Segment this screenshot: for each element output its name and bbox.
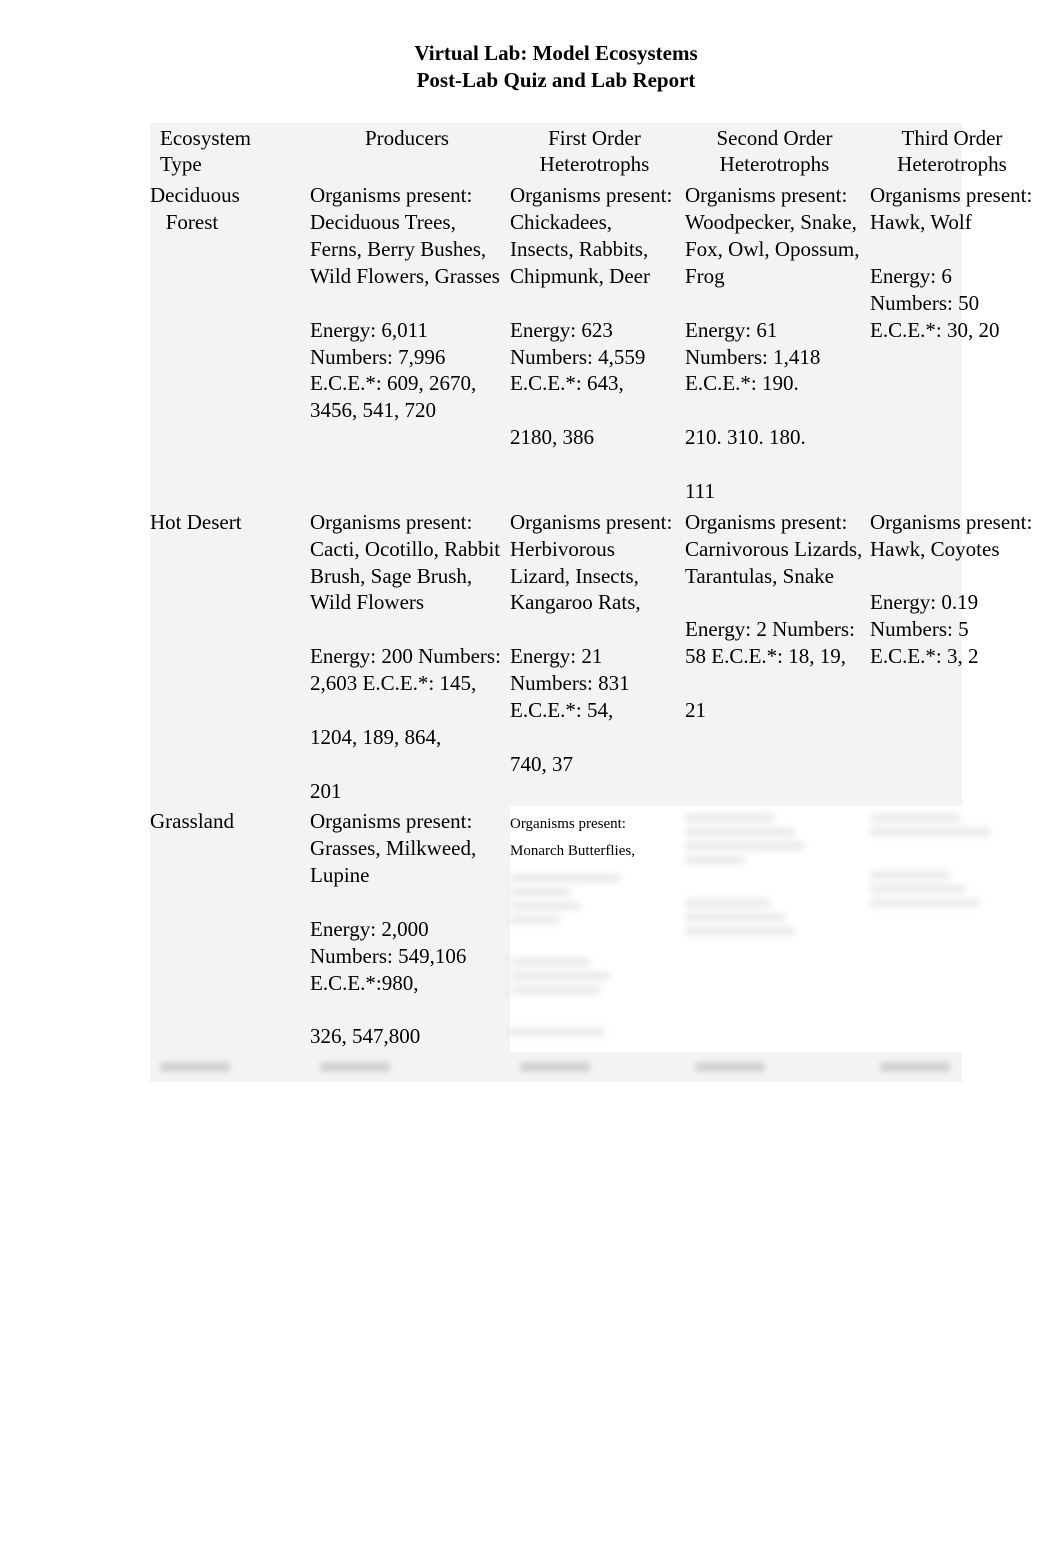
deciduous-third-order: Organisms present: Hawk, Wolf Energy: 6 … <box>870 180 1040 507</box>
header-producers: Producers <box>310 123 510 181</box>
hotdesert-third-order: Organisms present: Hawk, Coyotes Energy:… <box>870 507 1040 807</box>
table-footer-obscured <box>150 1052 962 1082</box>
row-label-grassland: Grassland <box>150 806 310 1052</box>
page: Virtual Lab: Model Ecosystems Post-Lab Q… <box>0 0 1062 1122</box>
ecosystem-table: Ecosystem Type Producers First Order Het… <box>150 123 962 1083</box>
hotdesert-producers: Organisms present: Cacti, Ocotillo, Rabb… <box>310 507 510 807</box>
row-label-hot-desert: Hot Desert <box>150 507 310 807</box>
grassland-second-order-obscured <box>685 806 870 1052</box>
table-row-hot-desert: Hot Desert Organisms present: Cacti, Oco… <box>150 507 962 807</box>
row-label-deciduous: Deciduous Forest <box>150 180 310 507</box>
table-row-grassland: Grassland Organisms present: Grasses, Mi… <box>150 806 962 1052</box>
deciduous-first-order: Organisms present: Chickadees, Insects, … <box>510 180 685 507</box>
header-second-order: Second Order Heterotrophs <box>685 123 870 181</box>
table-row-deciduous: Deciduous Forest Organisms present: Deci… <box>150 180 962 507</box>
header-ecosystem-type: Ecosystem Type <box>150 123 310 181</box>
deciduous-producers: Organisms present: Deciduous Trees, Fern… <box>310 180 510 507</box>
grassland-producers: Organisms present: Grasses, Milkweed, Lu… <box>310 806 510 1052</box>
header-third-order: Third Order Heterotrophs <box>870 123 1040 181</box>
page-title: Virtual Lab: Model Ecosystems Post-Lab Q… <box>150 40 962 95</box>
title-line-1: Virtual Lab: Model Ecosystems <box>414 41 697 65</box>
obscured-content <box>685 808 805 940</box>
grassland-third-order-obscured <box>870 806 1040 1052</box>
deciduous-second-order: Organisms present: Woodpecker, Snake, Fo… <box>685 180 870 507</box>
table-header-row: Ecosystem Type Producers First Order Het… <box>150 123 962 181</box>
header-first-order: First Order Heterotrophs <box>510 123 685 181</box>
obscured-content <box>870 808 990 912</box>
title-line-2: Post-Lab Quiz and Lab Report <box>417 68 696 92</box>
hotdesert-first-order: Organisms present: Herbivorous Lizard, I… <box>510 507 685 807</box>
hotdesert-second-order: Organisms present: Carnivorous Lizards, … <box>685 507 870 807</box>
grassland-first-order: Organisms present: Monarch Butterflies, <box>510 806 685 1052</box>
obscured-content <box>510 868 620 1042</box>
